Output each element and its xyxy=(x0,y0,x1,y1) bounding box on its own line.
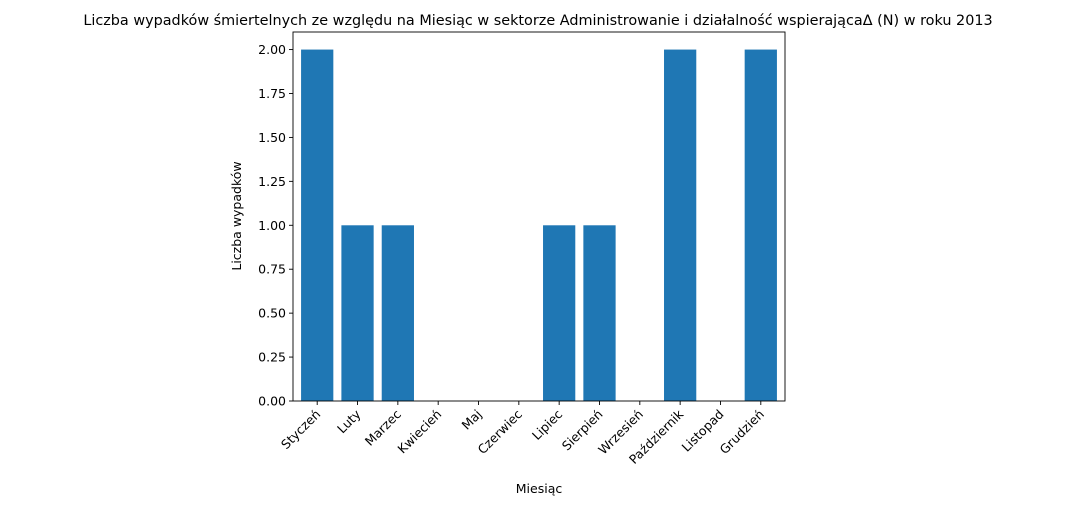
bar-październik xyxy=(664,49,697,401)
x-tick-label: Lipiec xyxy=(529,406,565,442)
y-tick-label: 0.75 xyxy=(258,262,286,277)
y-tick-label: 1.75 xyxy=(258,86,286,101)
x-tick-label: Styczeń xyxy=(278,407,323,452)
axes-spines xyxy=(292,31,786,402)
y-axis-label: Liczba wypadków xyxy=(229,161,244,270)
bar-styczeń xyxy=(301,49,334,401)
y-tick-label: 0.50 xyxy=(258,306,286,321)
chart-title: Liczba wypadków śmiertelnych ze względu … xyxy=(83,13,992,29)
y-tick-label: 1.00 xyxy=(258,218,286,233)
bar-luty xyxy=(341,225,374,401)
x-axis-label: Miesiąc xyxy=(516,481,563,496)
x-tick-label: Luty xyxy=(334,406,364,436)
bar-sierpień xyxy=(583,225,616,401)
bar-lipiec xyxy=(543,225,576,401)
x-tick-label: Czerwiec xyxy=(474,406,525,457)
plot-frame xyxy=(292,31,786,402)
x-tick-label: Grudzień xyxy=(716,407,766,457)
x-tick-label: Kwiecień xyxy=(394,407,444,457)
x-tick-label: Maj xyxy=(459,407,485,433)
bar-marzec xyxy=(381,225,414,401)
y-tick-label: 0.25 xyxy=(258,350,286,365)
y-tick-label: 2.00 xyxy=(258,42,286,57)
y-tick-label: 0.00 xyxy=(258,394,286,409)
bar-grudzień xyxy=(744,49,777,401)
y-tick-label: 1.25 xyxy=(258,174,286,189)
bars-layer xyxy=(301,49,777,401)
y-tick-label: 1.50 xyxy=(258,130,286,145)
y-axis-ticks: 0.00 0.25 0.50 0.75 1.00 1.25 1.50 1.75 2.00 xyxy=(258,42,293,409)
